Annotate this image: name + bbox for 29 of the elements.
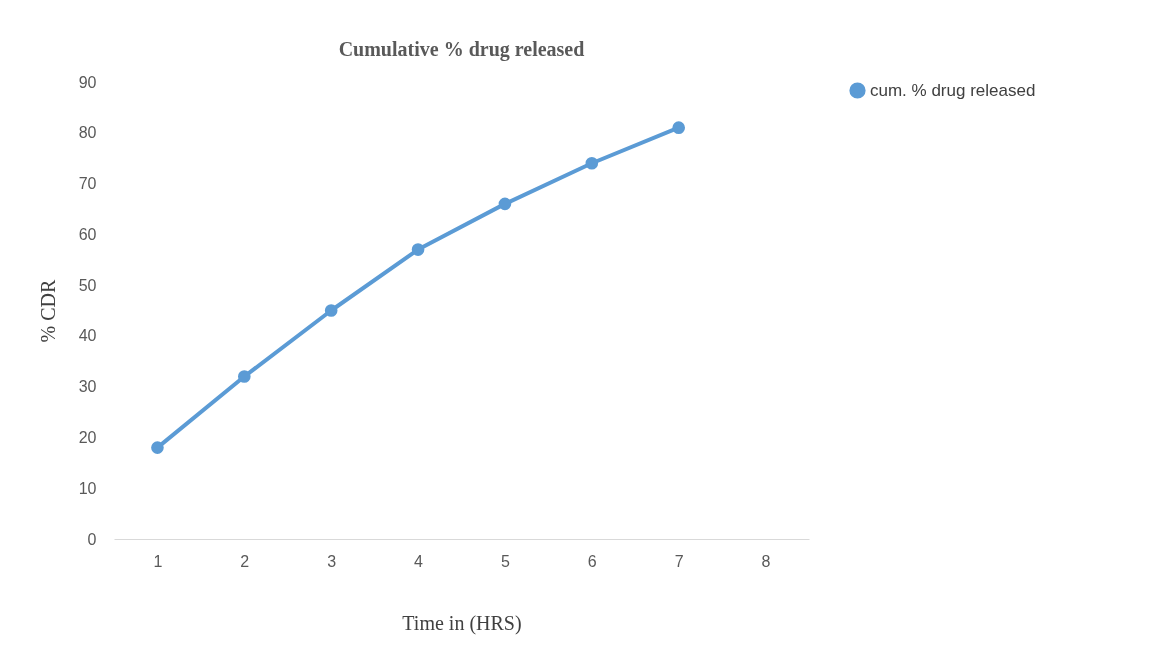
x-tick-label: 3 <box>327 552 337 570</box>
y-tick-label: 60 <box>78 225 97 243</box>
x-axis-title: Time in (HRS) <box>402 611 522 635</box>
x-tick-label: 2 <box>240 552 250 570</box>
y-tick-label: 70 <box>78 175 97 193</box>
x-tick-label: 8 <box>761 552 771 570</box>
x-tick-label: 5 <box>500 552 510 570</box>
point <box>498 197 512 211</box>
x-tick-label: 7 <box>674 552 684 570</box>
y-axis-title: % CDR <box>36 278 59 343</box>
y-tick-label: 90 <box>78 73 97 91</box>
point <box>672 121 686 135</box>
legend-label: cum. % drug released <box>870 80 1036 100</box>
x-tick-label: 1 <box>153 552 163 570</box>
point <box>411 243 425 256</box>
x-tick-label: 6 <box>587 552 597 570</box>
point <box>237 370 251 383</box>
y-tick-label: 80 <box>78 124 97 142</box>
y-tick-label: 10 <box>78 479 97 497</box>
chart-title: Cumulative % drug released <box>338 38 585 61</box>
y-tick-label: 30 <box>78 378 97 396</box>
x-tick-label: 4 <box>414 552 424 570</box>
point <box>151 441 164 454</box>
y-tick-label: 20 <box>78 428 97 446</box>
y-tick-label: 40 <box>78 327 97 345</box>
point <box>324 304 338 317</box>
y-tick-label: 50 <box>78 276 97 294</box>
y-tick-label: 0 <box>87 530 97 548</box>
point <box>585 156 599 170</box>
